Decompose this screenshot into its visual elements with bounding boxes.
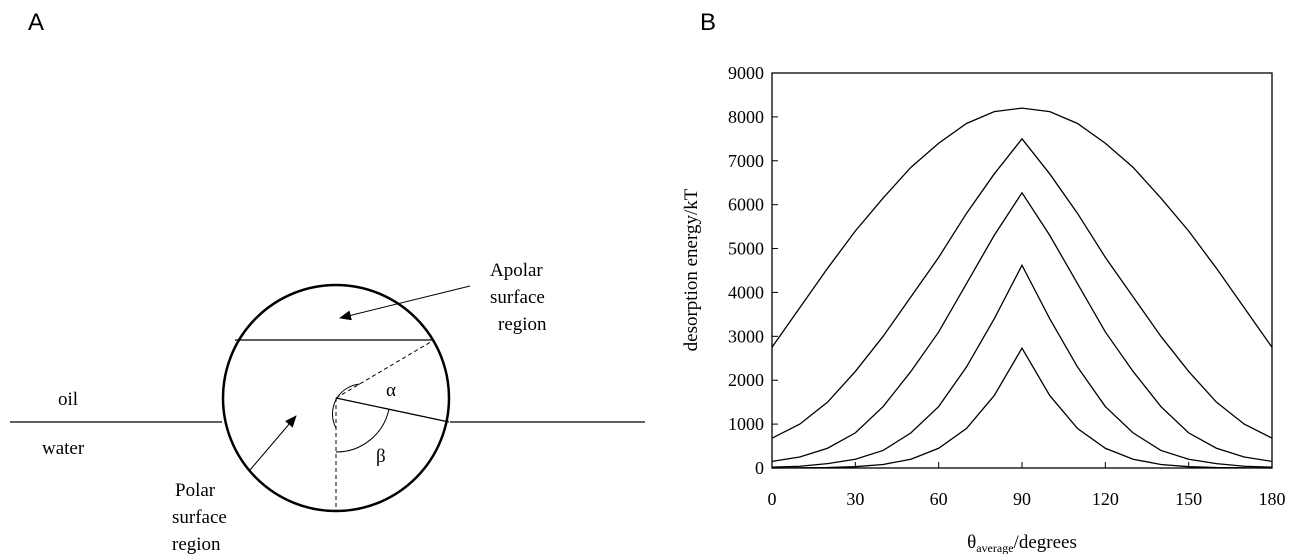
y-tick-label: 4000 xyxy=(728,282,764,302)
y-tick-label: 6000 xyxy=(728,195,764,215)
x-axis-label: θaverage/degrees xyxy=(967,532,1077,554)
x-tick-label: 90 xyxy=(1013,489,1031,509)
radius-dashed xyxy=(335,339,435,399)
line-series xyxy=(771,346,1273,469)
y-tick-label: 0 xyxy=(755,458,764,478)
x-tick-label: 0 xyxy=(768,489,777,509)
polar-label: Polar xyxy=(175,480,216,501)
line-series xyxy=(771,191,1273,463)
y-tick-label: 3000 xyxy=(728,326,764,346)
polar-label: region xyxy=(172,534,221,554)
water-label: water xyxy=(42,438,85,459)
polar-label: surface xyxy=(172,507,227,528)
arrow xyxy=(249,415,297,471)
apolar-label: surface xyxy=(490,287,545,308)
x-tick-label: 60 xyxy=(930,489,948,509)
x-tick-label: 30 xyxy=(846,489,864,509)
y-tick-label: 8000 xyxy=(728,107,764,127)
y-axis-label: desorption energy/kT xyxy=(681,188,702,351)
panel-label: B xyxy=(700,9,716,36)
line-series xyxy=(771,137,1273,439)
x-label-text: /degrees xyxy=(1014,532,1077,553)
alpha-label: α xyxy=(386,380,396,401)
x-label-symbol: θ xyxy=(967,532,976,553)
beta-label: β xyxy=(376,446,386,467)
x-label-subscript: average xyxy=(976,541,1013,554)
apolar-label: region xyxy=(498,314,547,335)
diagram xyxy=(10,283,645,513)
x-tick-label: 180 xyxy=(1259,489,1286,509)
y-tick-label: 2000 xyxy=(728,370,764,390)
y-tick-label: 1000 xyxy=(728,414,764,434)
apolar-label: Apolar xyxy=(490,260,543,281)
arrow xyxy=(339,285,471,321)
beta-arc xyxy=(335,408,390,453)
radius xyxy=(335,397,450,423)
x-tick-label: 120 xyxy=(1092,489,1119,509)
plot-frame xyxy=(771,72,1273,469)
y-tick-label: 5000 xyxy=(728,239,764,259)
panel-label: A xyxy=(28,9,44,36)
chart: desorption energy/kT θaverage/degrees 0 1… xyxy=(681,63,1286,554)
oil-label: oil xyxy=(58,389,78,410)
diagram-labels: Apolar surface region Polar surface regi… xyxy=(42,260,547,554)
line-series xyxy=(771,107,1273,348)
alpha-arc xyxy=(331,383,361,429)
line-series xyxy=(771,263,1273,468)
x-tick-label: 150 xyxy=(1175,489,1202,509)
y-tick-label: 7000 xyxy=(728,151,764,171)
y-tick-label: 9000 xyxy=(728,63,764,83)
